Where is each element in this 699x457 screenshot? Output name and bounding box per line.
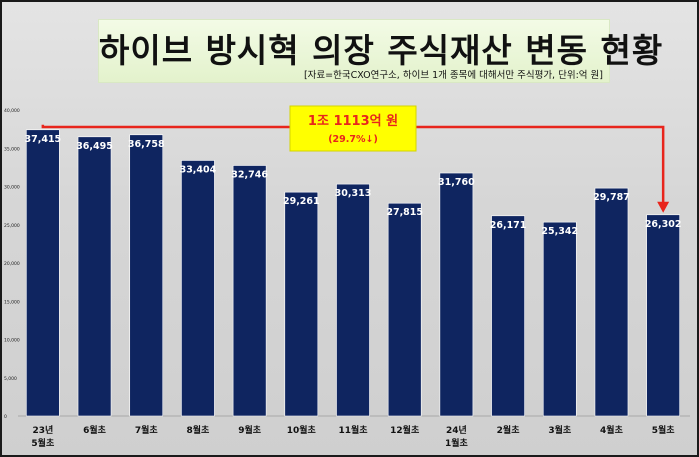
data-label: 32,746 [231,169,268,180]
bar [336,183,370,417]
x-tick-label: 6월초 [83,424,107,436]
x-tick-label: 12월초 [390,424,420,436]
annotation-sub: (29.7%↓) [328,134,378,145]
data-label: 36,495 [76,141,113,152]
x-tick-label: 2월초 [497,424,521,436]
data-label: 37,415 [25,134,62,145]
annotation-main: 1조 1113억 원 [308,114,398,129]
y-tick-label: 15,000 [4,299,20,305]
data-label: 29,261 [283,196,320,207]
bar [181,160,215,417]
y-tick-label: 20,000 [4,261,20,267]
data-label: 31,760 [438,177,475,188]
y-tick-label: 10,000 [4,338,20,344]
y-tick-label: 35,000 [4,146,20,152]
bar [129,134,164,417]
arrow-head-icon [657,201,670,213]
bar [77,136,112,417]
data-label: 25,342 [541,226,578,237]
bar [26,129,60,417]
x-tick-label: 5월초 [652,424,676,436]
bar [387,202,422,417]
x-tick-label: 24년 1월초 [445,424,469,449]
bar [646,214,680,417]
data-label: 27,815 [386,207,423,218]
source-note: [자료=한국CXO연구소, 하이브 1개 종목에 대해서만 주식평가, 단위:억… [303,70,603,81]
x-tick-label: 8월초 [187,424,211,436]
y-tick-label: 0 [4,414,7,420]
x-tick-label: 23년 5월초 [31,424,55,449]
data-label: 30,313 [335,188,372,199]
x-tick-label: 7월초 [135,424,159,436]
bar [284,191,319,417]
annotation-box [289,105,417,152]
bar [439,172,474,417]
x-tick-label: 11월초 [338,424,368,436]
bar [594,187,629,417]
y-tick-label: 40,000 [4,108,20,114]
bar [491,215,525,417]
data-label: 36,758 [128,139,165,150]
x-tick-label: 10월초 [287,424,317,436]
bar [232,165,267,417]
data-label: 26,171 [490,220,527,231]
title-box: 하이브 방시혁 의장 주식재산 변동 현황 [자료=한국CXO연구소, 하이브 … [98,19,664,83]
bar [542,221,577,417]
data-label: 26,302 [645,219,682,230]
y-tick-label: 30,000 [4,185,20,191]
y-tick-label: 25,000 [4,223,20,229]
data-label: 33,404 [180,164,217,175]
x-tick-label: 9월초 [238,424,262,436]
chart-title: 하이브 방시혁 의장 주식재산 변동 현황 [99,31,664,70]
y-tick-label: 5,000 [4,376,17,382]
x-tick-label: 4월초 [600,424,624,436]
data-label: 29,787 [593,192,630,203]
x-tick-label: 3월초 [548,424,572,436]
